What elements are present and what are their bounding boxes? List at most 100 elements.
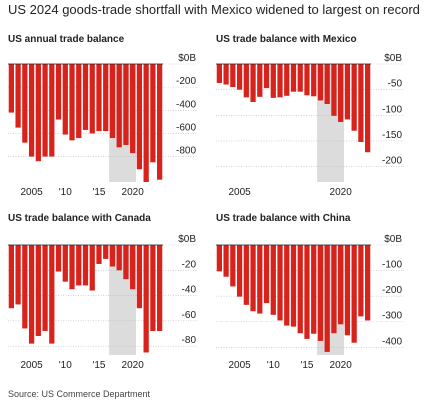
- bar: [257, 64, 263, 97]
- bar: [297, 64, 303, 92]
- bar: [55, 64, 62, 120]
- y-tick-label: -40: [182, 285, 197, 296]
- bar: [338, 64, 344, 122]
- bar: [143, 245, 149, 353]
- x-tick-label: 2020: [330, 187, 353, 198]
- bar: [76, 245, 82, 286]
- bar: [344, 64, 351, 120]
- y-tick-label: -800: [176, 146, 196, 157]
- bar: [123, 64, 129, 145]
- panel-title: US trade balance with China: [216, 213, 351, 224]
- bar: [297, 245, 303, 334]
- bar: [35, 245, 41, 337]
- panel-title: US annual trade balance: [8, 34, 125, 45]
- bar: [243, 64, 249, 98]
- bar: [284, 245, 290, 326]
- y-tick-label: -60: [182, 310, 197, 321]
- bar: [130, 64, 136, 154]
- bar: [358, 64, 364, 142]
- bar: [82, 64, 89, 130]
- x-tick-label: '10: [59, 187, 72, 198]
- bar: [116, 64, 122, 148]
- bar: [344, 245, 351, 336]
- bar: [49, 64, 55, 157]
- bar: [62, 64, 68, 135]
- bar: [28, 64, 35, 157]
- bar: [42, 245, 48, 331]
- bar: [116, 245, 122, 271]
- x-tick-label: 2005: [228, 360, 251, 371]
- bar: [311, 245, 317, 334]
- bar: [96, 64, 102, 132]
- bar: [15, 245, 21, 305]
- bar: [284, 64, 290, 96]
- y-tick-label: -400: [382, 336, 402, 347]
- x-tick-label: 2020: [122, 187, 145, 198]
- bar: [311, 64, 317, 97]
- bar: [324, 64, 330, 105]
- panel-title: US trade balance with Canada: [8, 213, 151, 224]
- bar: [103, 64, 109, 132]
- bar: [150, 64, 156, 163]
- bar: [28, 245, 35, 344]
- bar: [317, 245, 324, 341]
- bar: [157, 64, 163, 180]
- y-tick-label: -80: [182, 335, 197, 346]
- bar: [338, 245, 344, 325]
- bar: [76, 64, 82, 139]
- x-tick-label: '15: [300, 360, 313, 371]
- bar: [223, 245, 229, 277]
- bar: [290, 245, 297, 327]
- x-tick-label: '10: [59, 360, 72, 371]
- bar: [257, 245, 263, 314]
- bar: [136, 64, 143, 170]
- y-tick-label: -300: [382, 311, 402, 322]
- bar: [69, 245, 75, 290]
- bar: [365, 64, 371, 153]
- bar: [62, 245, 68, 282]
- bar: [250, 64, 256, 102]
- x-tick-label: 2005: [228, 187, 251, 198]
- bar: [22, 64, 28, 143]
- source: Source: US Commerce Department: [8, 389, 151, 399]
- bar: [109, 64, 116, 139]
- y-tick-label: $0B: [384, 234, 402, 245]
- bar: [250, 245, 256, 312]
- bar: [136, 245, 143, 309]
- bar: [263, 245, 270, 304]
- y-tick-label: -400: [176, 99, 196, 110]
- bar: [89, 64, 95, 134]
- bar: [230, 64, 236, 88]
- bar: [216, 245, 222, 272]
- y-tick-label: $0B: [178, 53, 196, 64]
- bar: [8, 245, 14, 309]
- bar: [49, 245, 55, 344]
- bar: [277, 64, 283, 98]
- bar: [317, 64, 324, 101]
- bar: [270, 64, 276, 98]
- bar: [331, 64, 337, 116]
- x-tick-label: 2005: [20, 187, 43, 198]
- bar: [42, 64, 48, 157]
- bar: [304, 64, 310, 96]
- bar: [351, 64, 357, 131]
- bar: [223, 64, 229, 85]
- bar: [123, 245, 129, 280]
- bar: [351, 245, 357, 343]
- x-tick-label: 2020: [122, 360, 145, 371]
- bar: [69, 64, 75, 141]
- panel-title: US trade balance with Mexico: [216, 34, 357, 45]
- bar: [8, 64, 14, 113]
- bar: [331, 245, 337, 334]
- bar: [89, 245, 95, 291]
- bar: [243, 245, 249, 305]
- x-tick-label: 2020: [330, 360, 353, 371]
- bar: [150, 245, 156, 331]
- y-tick-label: -600: [176, 122, 196, 133]
- bar: [15, 64, 21, 128]
- y-tick-label: -100: [382, 260, 402, 271]
- bar: [82, 245, 89, 286]
- bar: [365, 245, 371, 321]
- bar: [263, 64, 270, 89]
- bar: [358, 245, 364, 317]
